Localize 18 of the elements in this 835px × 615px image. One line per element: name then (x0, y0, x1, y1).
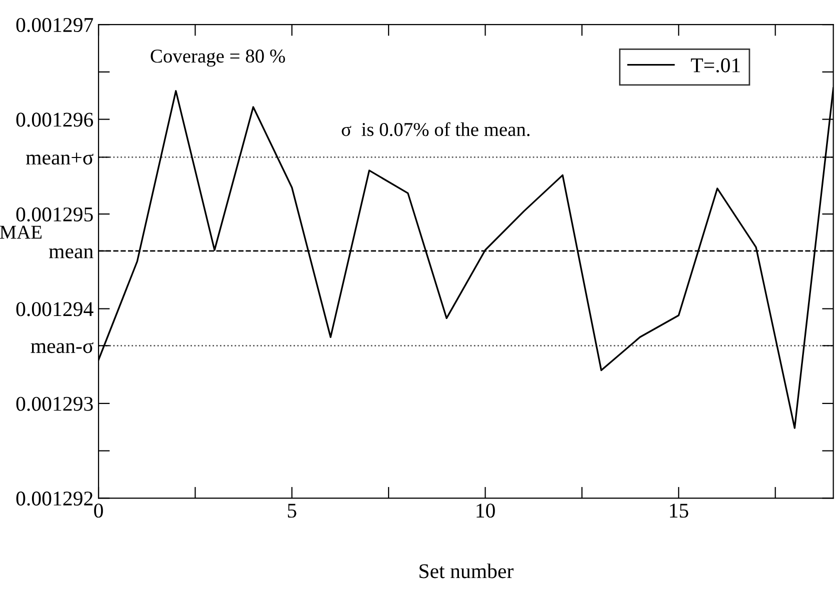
y-tick-label: 0.001296 (16, 112, 94, 127)
y-tick-label: mean+σ (26, 152, 94, 165)
x-tick-label: 10 (476, 504, 495, 518)
annotation: σ is 0.07% of the mean. (342, 122, 530, 136)
y-axis-title: MAE (0, 226, 42, 239)
y-tick-label: 0.001293 (16, 396, 93, 411)
y-tick-label: 0.001297 (16, 18, 94, 32)
x-axis-title: Set number (420, 564, 514, 578)
x-tick-label: 0 (94, 504, 103, 518)
y-tick-label: mean (48, 248, 94, 258)
x-tick-label: 5 (288, 504, 296, 518)
y-tick-label: 0.001295 (16, 207, 93, 222)
legend-label: T=.01 (690, 58, 740, 72)
x-tick-label: 15 (670, 504, 688, 518)
y-tick-label: 0.001292 (16, 492, 93, 506)
y-tick-label: mean-σ (30, 342, 94, 354)
annotation: Coverage = 80 % (150, 50, 285, 67)
y-tick-label: 0.001294 (16, 302, 94, 316)
